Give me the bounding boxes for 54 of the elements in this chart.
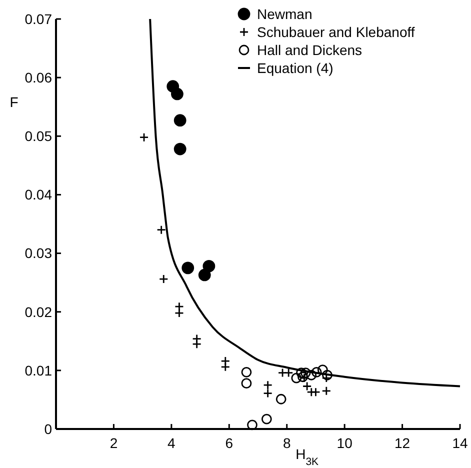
point <box>284 368 294 378</box>
point <box>241 366 252 378</box>
point <box>311 366 322 378</box>
legend-label: Hall and Dickens <box>257 42 362 58</box>
legend-label: Newman <box>257 6 312 22</box>
point <box>202 260 216 272</box>
point <box>276 394 286 404</box>
point <box>174 114 186 127</box>
y-tick-label: 0.06 <box>24 69 52 86</box>
point <box>220 362 230 372</box>
legend-label: Schubauer and Klebanoff <box>257 24 415 40</box>
x-tick-label: 8 <box>282 435 291 451</box>
x-tick-label: 12 <box>394 435 410 451</box>
point <box>174 142 186 156</box>
point <box>192 339 202 349</box>
y-tick-label: 0.03 <box>24 245 52 262</box>
point <box>182 262 194 274</box>
x-tick-label: 2 <box>110 435 118 451</box>
point <box>220 356 230 366</box>
point <box>261 414 272 424</box>
point <box>278 368 288 378</box>
point <box>156 225 166 235</box>
point <box>174 308 184 318</box>
x-tick-label: 10 <box>336 435 353 451</box>
point <box>291 372 302 384</box>
x-tick-label: 6 <box>225 435 234 451</box>
point <box>322 370 332 380</box>
point <box>174 302 184 312</box>
y-tick-label: 0.04 <box>24 186 52 203</box>
point <box>300 368 311 378</box>
legend-label: Equation (4) <box>257 60 334 76</box>
point <box>296 368 306 378</box>
y-tick-label: 0.01 <box>24 362 52 378</box>
point <box>263 380 273 390</box>
y-axis-title: F <box>10 94 18 110</box>
point <box>263 388 273 398</box>
y-tick-label: 0.07 <box>24 10 52 27</box>
point <box>171 88 184 100</box>
point <box>247 420 258 430</box>
x-tick-label: 4 <box>168 435 176 451</box>
line-series <box>149 18 461 388</box>
point <box>241 378 252 389</box>
point <box>317 364 328 376</box>
point <box>139 132 149 142</box>
x-tick-label: 14 <box>452 435 468 451</box>
x-axis-title: H$_{3K}$ <box>296 446 319 468</box>
y-tick-label: 0.02 <box>24 304 52 320</box>
y-tick-label: 0 <box>44 420 52 437</box>
point <box>198 268 211 282</box>
point <box>311 387 320 397</box>
y-tick-label: 0.05 <box>24 128 52 144</box>
point <box>306 370 317 380</box>
point <box>158 274 168 284</box>
point <box>322 386 332 396</box>
